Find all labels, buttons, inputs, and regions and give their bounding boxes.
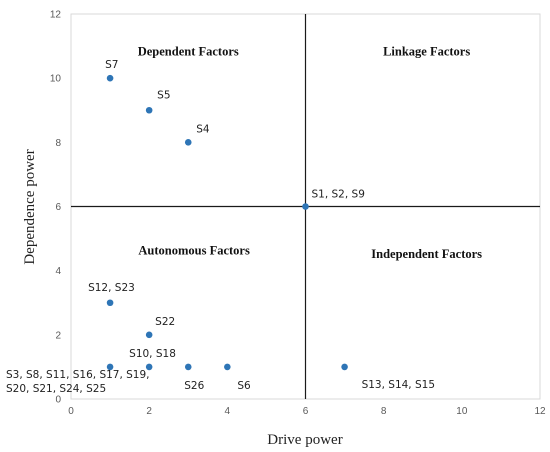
quadrant-label-top-right: Linkage Factors [383, 45, 470, 59]
y-tick-label: 12 [50, 10, 62, 21]
point-label: S12, S23 [88, 282, 135, 294]
x-tick-label: 6 [303, 406, 309, 417]
point-label: S22 [155, 316, 175, 328]
y-tick-label: 6 [55, 202, 61, 213]
data-point [145, 331, 153, 339]
data-point [145, 363, 153, 371]
point-label: S4 [196, 123, 210, 135]
data-point [184, 363, 192, 371]
point-label: S3, S8, S11, S16, S17, S19, S20, S21, S24… [6, 369, 150, 395]
data-point [341, 363, 348, 371]
y-tick-label: 4 [55, 266, 61, 277]
x-axis-title: Drive power [267, 432, 342, 448]
x-tick-label: 8 [381, 406, 387, 417]
point-label: S10, S18 [129, 348, 176, 360]
data-point [302, 203, 309, 210]
point-label: S13, S14, S15 [362, 379, 435, 391]
point-label: S1, S2, S9 [312, 189, 365, 201]
x-tick-label: 10 [456, 406, 468, 417]
quadrant-label-top-left: Dependent Factors [138, 45, 239, 59]
quadrant-label-bottom-right: Independent Factors [371, 247, 482, 261]
data-point [106, 299, 114, 307]
y-tick-label: 0 [55, 395, 61, 406]
point-label: S7 [105, 59, 118, 71]
data-point [106, 74, 114, 82]
data-point [224, 363, 231, 371]
x-tick-label: 0 [68, 406, 74, 417]
plot-area: 0 2 4 6 8 10 12 0 2 4 6 8 10 12 Dependent Factors Linka… [6, 10, 546, 418]
y-tick-label: 8 [55, 138, 61, 149]
y-axis-title: Dependence power [22, 149, 38, 264]
quadrant-label-bottom-left: Autonomous Factors [138, 244, 250, 258]
y-tick-label: 10 [50, 74, 62, 85]
x-tick-label: 2 [146, 406, 152, 417]
data-point [184, 139, 192, 146]
point-label: S5 [157, 89, 170, 101]
x-tick-label: 12 [534, 406, 546, 417]
data-point [145, 106, 153, 114]
y-tick-label: 2 [55, 330, 61, 341]
point-label: S6 [237, 380, 251, 392]
data-point [106, 363, 114, 371]
x-tick-label: 4 [225, 406, 231, 417]
point-label: S26 [184, 380, 204, 392]
